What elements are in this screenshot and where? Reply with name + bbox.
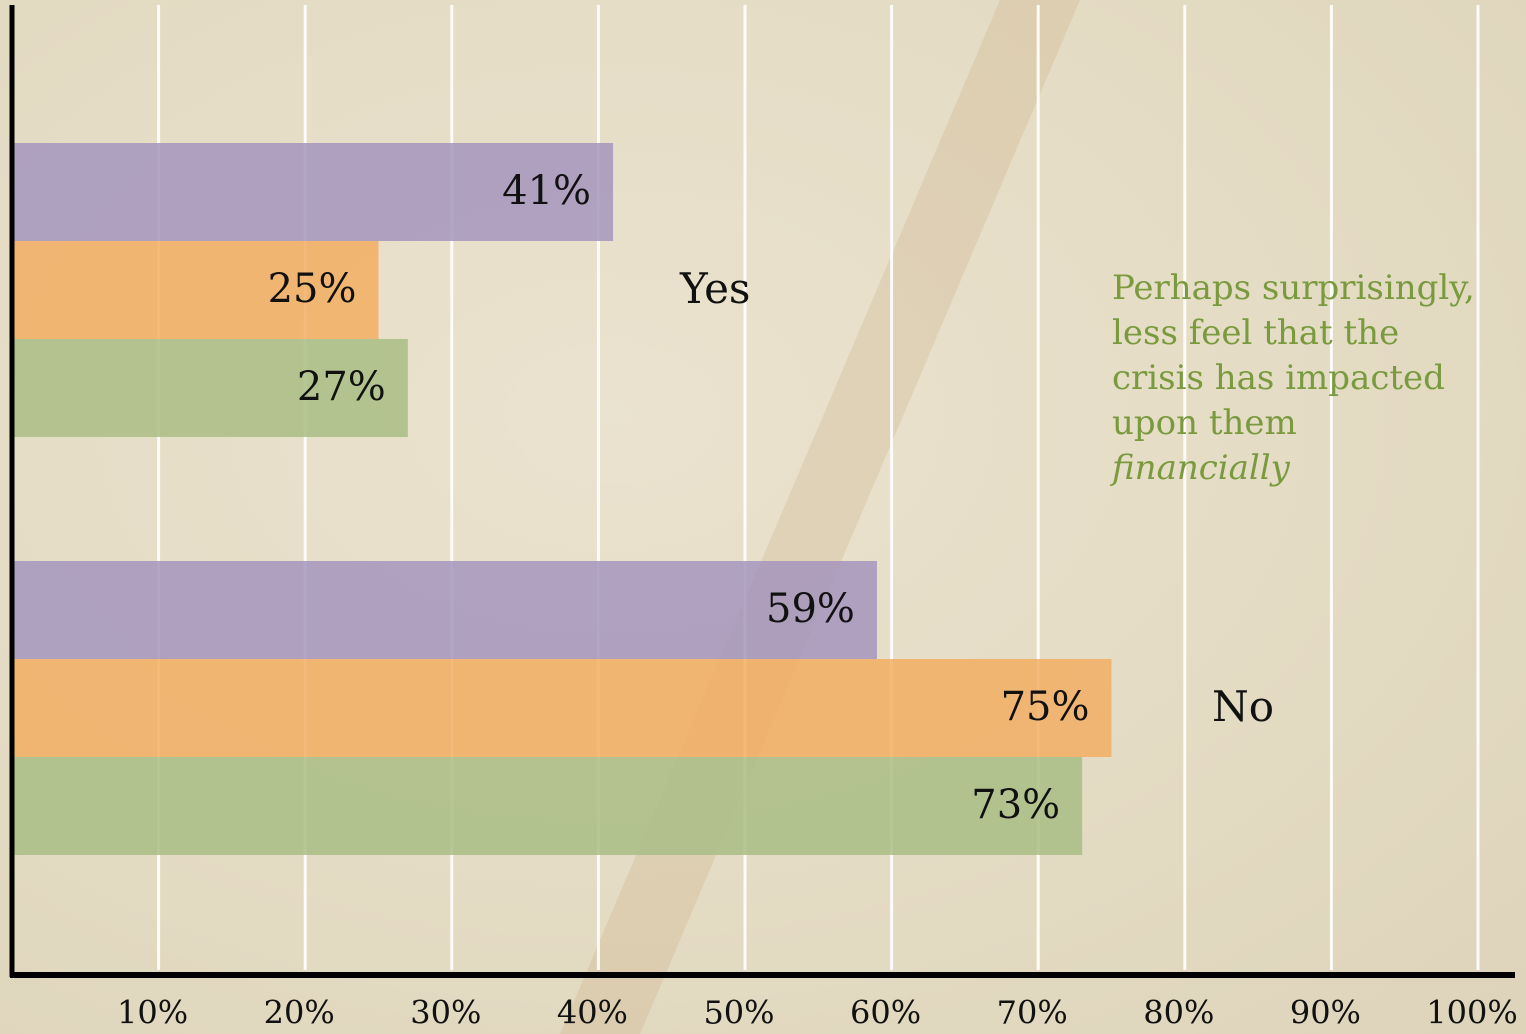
category-label: No [1212,682,1274,731]
x-tick-label: 30% [410,994,481,1032]
annotation: Perhaps surprisingly, less feel that the… [1112,266,1482,491]
value-label: 59% [766,586,855,632]
annotation-text: Perhaps surprisingly, less feel that the… [1112,268,1475,443]
value-label: 25% [268,266,357,312]
bars [12,143,1112,855]
x-tick-label: 50% [703,994,774,1032]
x-tick-label: 20% [264,994,335,1032]
labels: 10% 20% 30% 40% 50% 60% 70% 80% 90% 100% 41% 25% 27%… [117,168,1518,1032]
x-tick-label: 70% [997,994,1068,1032]
bar [12,561,877,659]
bar [12,659,1112,757]
x-tick-label: 80% [1143,994,1214,1032]
x-tick-label: 90% [1290,994,1361,1032]
x-tick-label: 60% [850,994,921,1032]
x-tick-label: 10% [117,994,188,1032]
bar [12,241,379,339]
value-label: 27% [297,364,386,410]
bar [12,143,614,241]
x-tick-label: 40% [557,994,628,1032]
value-label: 73% [971,782,1060,828]
bar [12,757,1083,855]
bar [12,339,408,437]
value-label: 41% [502,168,591,214]
x-tick-label: 100% [1426,994,1517,1032]
value-label: 75% [1001,684,1090,730]
category-label: Yes [679,264,751,313]
annotation-emphasis: financially [1112,448,1290,488]
